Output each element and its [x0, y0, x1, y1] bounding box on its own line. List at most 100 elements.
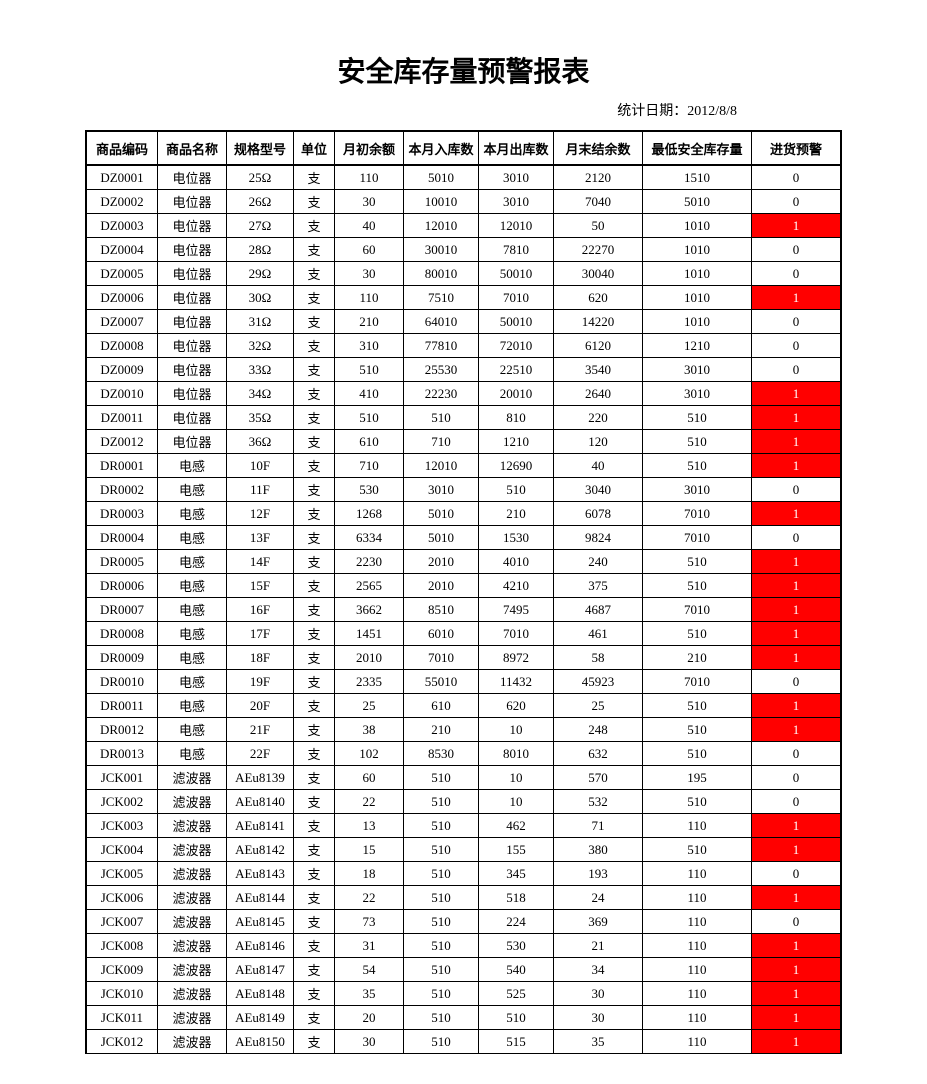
cell-in: 6010 [404, 622, 479, 646]
report-date-line: 统计日期：2012/8/8 [50, 100, 877, 120]
table-row: JCK004滤波器AEu8142支155101553805101 [86, 838, 841, 862]
cell-warn: 1 [752, 982, 842, 1006]
cell-end: 21 [554, 934, 643, 958]
cell-name: 滤波器 [158, 790, 227, 814]
cell-code: DR0008 [86, 622, 158, 646]
cell-begin: 1268 [335, 502, 404, 526]
cell-end: 248 [554, 718, 643, 742]
cell-code: DR0010 [86, 670, 158, 694]
cell-code: DR0007 [86, 598, 158, 622]
cell-code: DR0011 [86, 694, 158, 718]
cell-out: 3010 [479, 165, 554, 190]
cell-code: DR0004 [86, 526, 158, 550]
cell-begin: 60 [335, 238, 404, 262]
cell-name: 电感 [158, 670, 227, 694]
cell-end: 2120 [554, 165, 643, 190]
cell-begin: 210 [335, 310, 404, 334]
cell-out: 20010 [479, 382, 554, 406]
cell-spec: 33Ω [227, 358, 294, 382]
table-row: DR0001电感10F支7101201012690405101 [86, 454, 841, 478]
cell-warn: 1 [752, 646, 842, 670]
cell-out: 50010 [479, 262, 554, 286]
date-value: 2012/8/8 [687, 104, 737, 119]
cell-out: 3010 [479, 190, 554, 214]
cell-code: JCK012 [86, 1030, 158, 1054]
cell-code: DZ0001 [86, 165, 158, 190]
cell-begin: 22 [335, 790, 404, 814]
cell-end: 220 [554, 406, 643, 430]
table-header-row: 商品编码 商品名称 规格型号 单位 月初余额 本月入库数 本月出库数 月末结余数… [86, 131, 841, 165]
cell-spec: AEu8139 [227, 766, 294, 790]
cell-unit: 支 [294, 406, 335, 430]
cell-in: 22230 [404, 382, 479, 406]
cell-code: DZ0002 [86, 190, 158, 214]
cell-spec: 14F [227, 550, 294, 574]
cell-unit: 支 [294, 598, 335, 622]
cell-warn: 0 [752, 478, 842, 502]
table-row: DR0010电感19F支233555010114324592370100 [86, 670, 841, 694]
cell-out: 210 [479, 502, 554, 526]
cell-end: 120 [554, 430, 643, 454]
table-row: JCK005滤波器AEu8143支185103451931100 [86, 862, 841, 886]
cell-spec: AEu8144 [227, 886, 294, 910]
cell-min: 510 [643, 622, 752, 646]
cell-warn: 1 [752, 1030, 842, 1054]
cell-in: 55010 [404, 670, 479, 694]
cell-out: 510 [479, 478, 554, 502]
cell-unit: 支 [294, 790, 335, 814]
cell-name: 电位器 [158, 406, 227, 430]
cell-begin: 2010 [335, 646, 404, 670]
cell-begin: 40 [335, 214, 404, 238]
cell-end: 461 [554, 622, 643, 646]
table-row: DZ0008电位器32Ω支3107781072010612012100 [86, 334, 841, 358]
cell-unit: 支 [294, 165, 335, 190]
table-row: DR0004电感13F支633450101530982470100 [86, 526, 841, 550]
cell-min: 510 [643, 430, 752, 454]
cell-out: 10 [479, 718, 554, 742]
cell-warn: 1 [752, 286, 842, 310]
cell-spec: AEu8146 [227, 934, 294, 958]
cell-begin: 2565 [335, 574, 404, 598]
table-row: DR0006电感15F支2565201042103755101 [86, 574, 841, 598]
cell-begin: 25 [335, 694, 404, 718]
cell-warn: 1 [752, 406, 842, 430]
cell-min: 510 [643, 742, 752, 766]
table-row: DZ0011电位器35Ω支5105108102205101 [86, 406, 841, 430]
cell-spec: 21F [227, 718, 294, 742]
cell-end: 6078 [554, 502, 643, 526]
cell-unit: 支 [294, 310, 335, 334]
cell-begin: 35 [335, 982, 404, 1006]
cell-warn: 1 [752, 622, 842, 646]
cell-end: 45923 [554, 670, 643, 694]
cell-in: 12010 [404, 214, 479, 238]
table-row: DR0007电感16F支366285107495468770101 [86, 598, 841, 622]
cell-end: 3540 [554, 358, 643, 382]
cell-spec: 12F [227, 502, 294, 526]
cell-out: 518 [479, 886, 554, 910]
cell-code: DZ0003 [86, 214, 158, 238]
table-row: DZ0003电位器27Ω支4012010120105010101 [86, 214, 841, 238]
cell-end: 34 [554, 958, 643, 982]
cell-min: 510 [643, 550, 752, 574]
cell-unit: 支 [294, 934, 335, 958]
cell-min: 195 [643, 766, 752, 790]
cell-unit: 支 [294, 286, 335, 310]
cell-name: 电感 [158, 718, 227, 742]
col-header-name: 商品名称 [158, 131, 227, 165]
cell-begin: 6334 [335, 526, 404, 550]
cell-end: 193 [554, 862, 643, 886]
cell-spec: AEu8140 [227, 790, 294, 814]
cell-spec: 34Ω [227, 382, 294, 406]
cell-warn: 0 [752, 766, 842, 790]
cell-min: 1010 [643, 262, 752, 286]
cell-name: 电感 [158, 550, 227, 574]
cell-min: 110 [643, 934, 752, 958]
cell-spec: 28Ω [227, 238, 294, 262]
cell-begin: 18 [335, 862, 404, 886]
cell-name: 电位器 [158, 238, 227, 262]
cell-min: 7010 [643, 670, 752, 694]
cell-min: 510 [643, 454, 752, 478]
cell-end: 14220 [554, 310, 643, 334]
cell-begin: 30 [335, 262, 404, 286]
cell-spec: 32Ω [227, 334, 294, 358]
